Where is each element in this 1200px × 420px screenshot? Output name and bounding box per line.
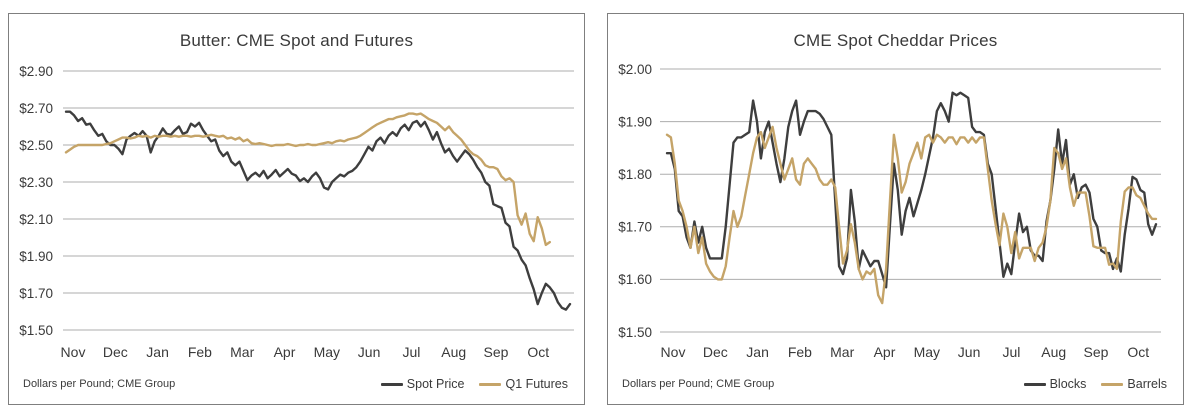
x-tick-label: Jul bbox=[1002, 344, 1020, 360]
x-tick-label: Nov bbox=[61, 344, 86, 360]
spot-price-line bbox=[64, 110, 572, 311]
x-tick-label: Apr bbox=[874, 344, 896, 360]
cheddar-chart-legend: Blocks Barrels bbox=[1023, 377, 1167, 391]
legend-label: Blocks bbox=[1049, 377, 1087, 391]
x-tick-label: May bbox=[914, 344, 940, 360]
y-tick-label: $1.90 bbox=[618, 114, 652, 129]
y-tick-label: $2.50 bbox=[19, 138, 53, 153]
y-tick-label: $1.50 bbox=[618, 325, 652, 340]
legend-item-spot-price: Spot Price bbox=[380, 377, 465, 391]
legend-line-swatch bbox=[380, 382, 403, 386]
legend-item-barrels: Barrels bbox=[1101, 377, 1167, 391]
butter-plot-area: $1.50 $1.70 $1.90 $2.10 $2.30 $2.50 $2.70 $2.90… bbox=[19, 64, 574, 360]
x-tick-label: May bbox=[314, 344, 340, 360]
chart-footnote: Dollars per Pound; CME Group bbox=[23, 378, 176, 390]
y-tick-label: $2.30 bbox=[19, 175, 53, 190]
x-tick-label: Jan bbox=[746, 344, 769, 360]
x-tick-label: Aug bbox=[1041, 344, 1066, 360]
x-tick-label: Sep bbox=[484, 344, 509, 360]
y-tick-label: $2.70 bbox=[19, 101, 53, 116]
x-tick-label: Dec bbox=[103, 344, 128, 360]
x-tick-label: Apr bbox=[274, 344, 296, 360]
y-tick-label: $1.90 bbox=[19, 249, 53, 264]
x-tick-label: Sep bbox=[1084, 344, 1109, 360]
chart-footnote: Dollars per Pound; CME Group bbox=[622, 378, 775, 390]
x-tick-label: Mar bbox=[830, 344, 854, 360]
x-tick-label: Jun bbox=[958, 344, 981, 360]
x-tick-label: Jul bbox=[402, 344, 420, 360]
legend-label: Q1 Futures bbox=[505, 377, 568, 391]
butter-chart-title: Butter: CME Spot and Futures bbox=[179, 31, 414, 50]
blocks-line bbox=[665, 91, 1158, 289]
x-tick-label: Dec bbox=[703, 344, 728, 360]
legend-line-swatch bbox=[479, 382, 502, 386]
x-tick-label: Jun bbox=[358, 344, 381, 360]
y-tick-label: $1.80 bbox=[618, 167, 652, 182]
legend-line-swatch bbox=[1023, 382, 1046, 386]
q1-futures-line bbox=[64, 112, 551, 247]
legend-line-swatch bbox=[1101, 382, 1124, 386]
barrels-line bbox=[665, 125, 1158, 305]
cheddar-chart-title: CME Spot Cheddar Prices bbox=[793, 31, 998, 50]
y-tick-label: $1.50 bbox=[19, 323, 53, 338]
y-tick-label: $2.00 bbox=[618, 62, 652, 77]
legend-label: Spot Price bbox=[406, 377, 465, 391]
x-tick-label: Feb bbox=[188, 344, 212, 360]
cheddar-chart-panel: CME Spot Cheddar Prices $1.50 $1.60 $1.70 $… bbox=[607, 13, 1184, 405]
x-tick-label: Aug bbox=[441, 344, 466, 360]
y-tick-label: $1.70 bbox=[19, 286, 53, 301]
y-tick-label: $2.90 bbox=[19, 64, 53, 79]
butter-chart-panel: Butter: CME Spot and Futures $1.50 $1.70 $… bbox=[8, 13, 585, 405]
legend-item-q1-futures: Q1 Futures bbox=[479, 377, 568, 391]
x-tick-label: Feb bbox=[788, 344, 812, 360]
butter-chart-footer: Dollars per Pound; CME Group Spot Price Q… bbox=[23, 377, 568, 391]
legend-item-blocks: Blocks bbox=[1023, 377, 1087, 391]
x-tick-label: Jan bbox=[146, 344, 169, 360]
x-tick-label: Nov bbox=[661, 344, 686, 360]
x-tick-label: Oct bbox=[527, 344, 549, 360]
x-tick-label: Mar bbox=[230, 344, 254, 360]
butter-chart-legend: Spot Price Q1 Futures bbox=[380, 377, 568, 391]
legend-label: Barrels bbox=[1127, 377, 1167, 391]
y-tick-label: $2.10 bbox=[19, 212, 53, 227]
x-tick-label: Oct bbox=[1127, 344, 1149, 360]
y-tick-label: $1.70 bbox=[618, 220, 652, 235]
cheddar-chart-footer: Dollars per Pound; CME Group Blocks Barre… bbox=[622, 377, 1167, 391]
y-tick-label: $1.60 bbox=[618, 272, 652, 287]
cheddar-plot-area: $1.50 $1.60 $1.70 $1.80 $1.90 $2.00 Nov Dec Jan F… bbox=[618, 62, 1161, 360]
